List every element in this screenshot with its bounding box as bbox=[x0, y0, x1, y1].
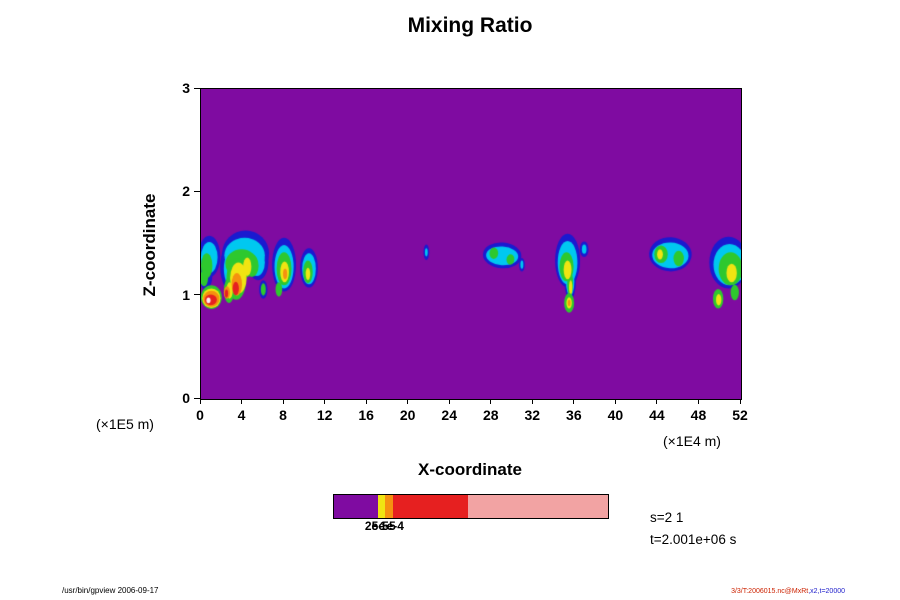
heatmap-canvas bbox=[201, 89, 741, 399]
x-tick-mark bbox=[490, 399, 492, 404]
x-tick-mark bbox=[365, 399, 367, 404]
colorbar-segment bbox=[334, 495, 378, 518]
colorbar-tick-label: 1e-4 bbox=[379, 519, 404, 533]
footer-command-text: /usr/bin/gpview 2006-09-17 bbox=[62, 586, 159, 595]
annotation-s: s=2 1 bbox=[650, 510, 684, 525]
footer-file-segment: ,x2,t=20000 bbox=[808, 588, 845, 595]
annotation-time: t=2.001e+06 s bbox=[650, 532, 737, 547]
colorbar bbox=[333, 494, 609, 519]
y-tick-mark bbox=[194, 87, 200, 89]
y-tick-label: 2 bbox=[182, 183, 190, 200]
y-tick-mark bbox=[194, 397, 200, 399]
x-tick-label: 24 bbox=[441, 407, 457, 423]
x-tick-label: 8 bbox=[279, 407, 287, 423]
x-tick-label: 52 bbox=[732, 407, 748, 423]
colorbar-segment bbox=[384, 495, 393, 518]
x-axis-unit-label: (×1E4 m) bbox=[663, 433, 721, 449]
x-tick-label: 32 bbox=[524, 407, 541, 423]
x-tick-label: 20 bbox=[399, 407, 416, 423]
x-tick-label: 36 bbox=[566, 407, 582, 423]
x-tick-mark bbox=[241, 399, 243, 404]
y-tick-mark bbox=[194, 190, 200, 192]
chart-title: Mixing Ratio bbox=[407, 14, 533, 37]
y-tick-label: 3 bbox=[182, 80, 190, 96]
x-tick-label: 16 bbox=[358, 407, 374, 423]
x-tick-mark bbox=[324, 399, 326, 404]
x-tick-mark bbox=[739, 399, 741, 404]
plot-area bbox=[200, 88, 742, 400]
x-tick-mark bbox=[282, 399, 284, 404]
x-tick-mark bbox=[656, 399, 658, 404]
x-tick-label: 40 bbox=[607, 407, 624, 423]
colorbar-tick-label: 2e-5 bbox=[364, 519, 389, 533]
z-axis-unit-label: (×1E5 m) bbox=[96, 416, 154, 432]
x-tick-label: 44 bbox=[649, 407, 665, 423]
y-axis-label: Z-coordinate bbox=[140, 193, 159, 297]
x-tick-mark bbox=[407, 399, 409, 404]
y-tick-mark bbox=[194, 294, 200, 296]
colorbar-tick-label: 5e-5 bbox=[371, 519, 396, 533]
x-tick-mark bbox=[697, 399, 699, 404]
x-tick-mark bbox=[448, 399, 450, 404]
y-tick-label: 1 bbox=[182, 286, 190, 303]
x-tick-mark bbox=[573, 399, 575, 404]
colorbar-segment bbox=[377, 495, 385, 518]
colorbar-segment bbox=[468, 495, 608, 518]
x-axis-label: X-coordinate bbox=[418, 460, 522, 479]
x-tick-label: 4 bbox=[237, 407, 246, 423]
x-tick-label: 28 bbox=[482, 407, 499, 423]
x-tick-mark bbox=[199, 399, 201, 404]
footer-file-segment: 3/3/T:2006015.nc@MxRt bbox=[731, 588, 809, 595]
x-tick-label: 48 bbox=[690, 407, 707, 423]
x-tick-mark bbox=[614, 399, 616, 404]
footer-file-info: 3/3/T:2006015.nc@MxRt,x2,t=20000 bbox=[731, 588, 845, 595]
x-tick-label: 0 bbox=[196, 407, 204, 423]
colorbar-segment bbox=[392, 495, 469, 518]
x-tick-label: 12 bbox=[316, 407, 333, 423]
x-tick-mark bbox=[531, 399, 533, 404]
y-tick-label: 0 bbox=[182, 390, 190, 406]
